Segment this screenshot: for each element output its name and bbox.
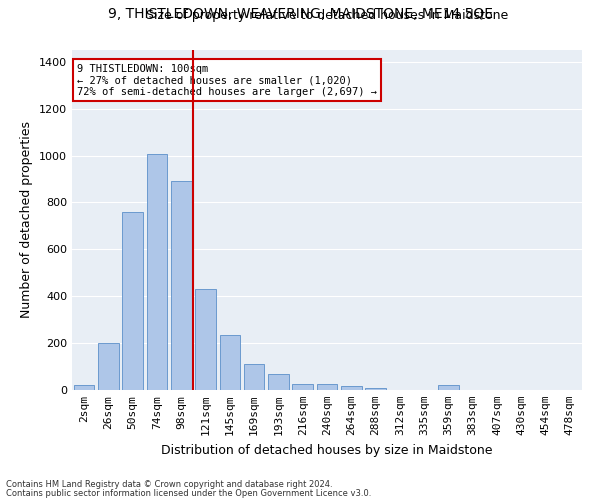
Bar xyxy=(244,364,265,390)
Bar xyxy=(317,384,337,390)
Bar xyxy=(220,335,240,390)
Title: Size of property relative to detached houses in Maidstone: Size of property relative to detached ho… xyxy=(146,10,508,22)
Bar xyxy=(292,384,313,390)
Bar xyxy=(171,182,191,390)
X-axis label: Distribution of detached houses by size in Maidstone: Distribution of detached houses by size … xyxy=(161,444,493,456)
Bar xyxy=(74,386,94,390)
Bar xyxy=(122,212,143,390)
Bar xyxy=(146,154,167,390)
Bar xyxy=(268,374,289,390)
Text: 9 THISTLEDOWN: 100sqm
← 27% of detached houses are smaller (1,020)
72% of semi-d: 9 THISTLEDOWN: 100sqm ← 27% of detached … xyxy=(77,64,377,97)
Text: Contains HM Land Registry data © Crown copyright and database right 2024.: Contains HM Land Registry data © Crown c… xyxy=(6,480,332,489)
Bar xyxy=(438,386,459,390)
Bar xyxy=(195,289,216,390)
Text: Contains public sector information licensed under the Open Government Licence v3: Contains public sector information licen… xyxy=(6,488,371,498)
Bar xyxy=(98,343,119,390)
Bar xyxy=(341,386,362,390)
Y-axis label: Number of detached properties: Number of detached properties xyxy=(20,122,34,318)
Text: 9, THISTLEDOWN, WEAVERING, MAIDSTONE, ME14 5QE: 9, THISTLEDOWN, WEAVERING, MAIDSTONE, ME… xyxy=(107,8,493,22)
Bar xyxy=(365,388,386,390)
